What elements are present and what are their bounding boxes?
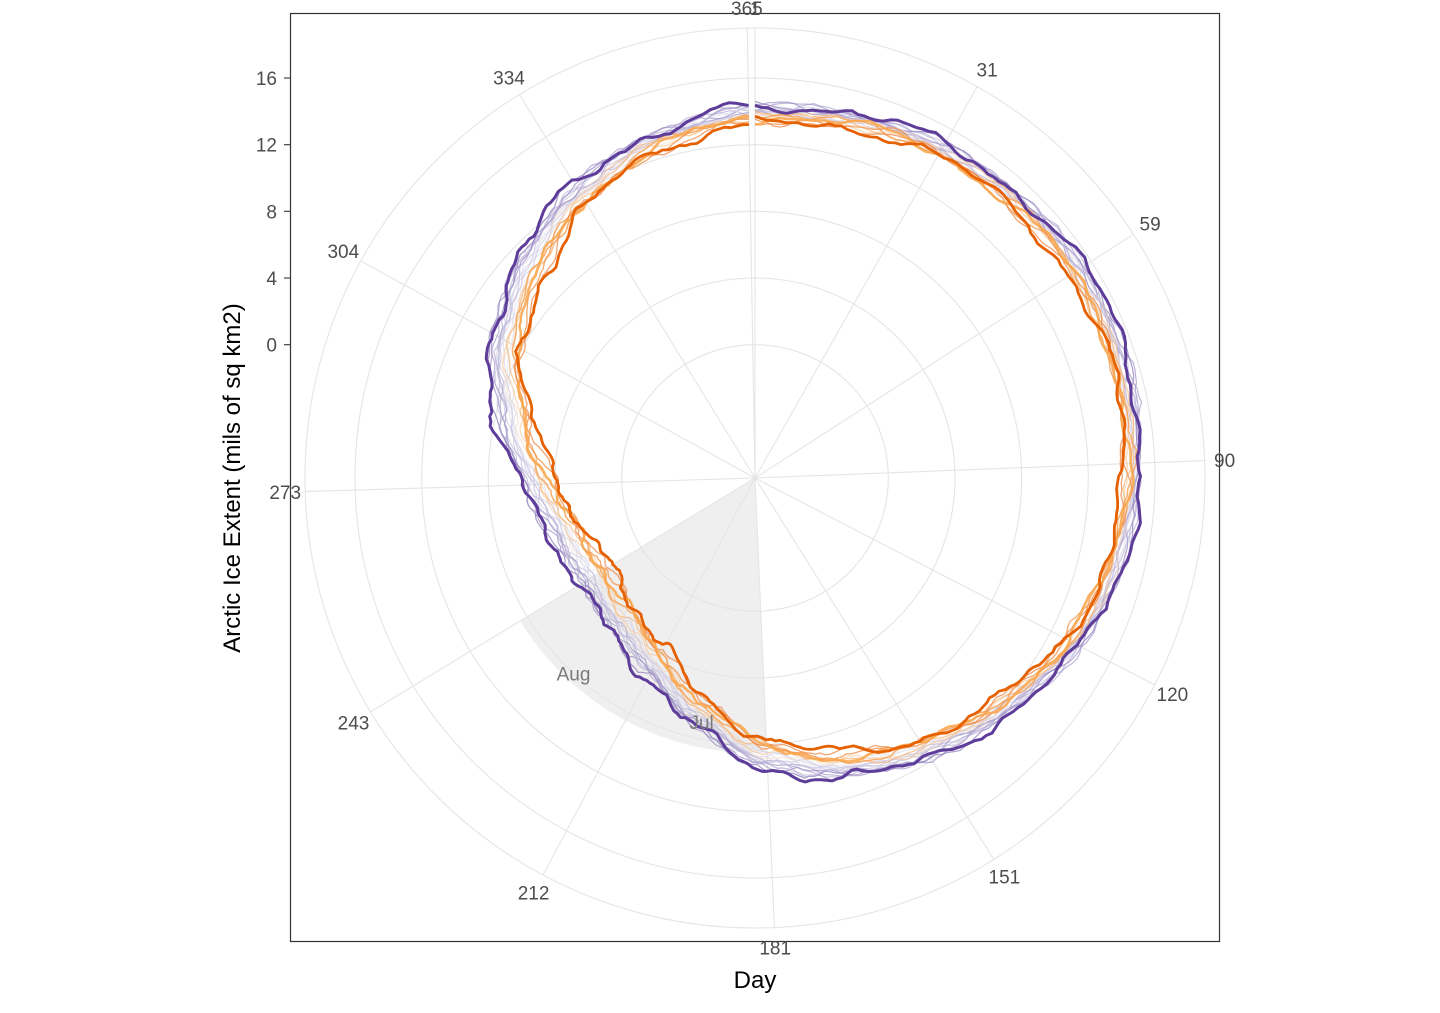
y-axis: 0 4 8 12 16 xyxy=(256,69,290,357)
angle-tick-label: 365 xyxy=(731,0,763,20)
label-layer: 1 31 59 90 120 151 181 212 243 273 304 334 365 Jul Aug xyxy=(269,0,1235,960)
series-line-1 xyxy=(484,101,1142,784)
month-label: Aug xyxy=(557,664,591,685)
highlight-layer xyxy=(520,478,767,753)
angle-tick-label: 31 xyxy=(977,60,998,81)
angle-tick-label: 304 xyxy=(327,242,359,263)
angle-tick-label: 1 xyxy=(750,0,761,20)
y-tick-label: 8 xyxy=(266,202,277,223)
season-highlight xyxy=(520,478,767,753)
y-tick-label: 0 xyxy=(266,336,277,357)
y-axis-title: Arctic Ice Extent (mils of sq km2) xyxy=(219,303,246,652)
grid-spoke-243 xyxy=(370,477,756,713)
series-layer xyxy=(484,100,1143,784)
grid-spoke-304 xyxy=(360,260,756,479)
angle-tick-label: 181 xyxy=(759,939,791,960)
angle-tick-label: 120 xyxy=(1157,685,1189,706)
angle-tick-label: 334 xyxy=(493,69,525,90)
angle-tick-label: 59 xyxy=(1140,214,1161,235)
grid-spoke-365 xyxy=(746,28,756,479)
series-line-19 xyxy=(514,118,1132,762)
x-axis-title: Day xyxy=(734,967,777,994)
grid-spoke-212 xyxy=(542,477,756,876)
grid-spoke-181 xyxy=(754,477,775,928)
angle-tick-label: 90 xyxy=(1214,451,1235,472)
grid-spoke-151 xyxy=(754,477,995,860)
angle-tick-label: 243 xyxy=(338,713,370,734)
series-line-21 xyxy=(514,114,1127,754)
series-line-8 xyxy=(494,106,1136,770)
grid-spoke-120 xyxy=(754,477,1155,686)
month-label: Jul xyxy=(689,713,713,734)
y-tick-label: 12 xyxy=(256,136,277,157)
y-tick-label: 16 xyxy=(256,69,277,90)
grid-spoke-334 xyxy=(519,94,756,479)
angle-tick-label: 212 xyxy=(518,884,550,905)
angle-tick-label: 151 xyxy=(989,867,1021,888)
y-tick-label: 4 xyxy=(266,269,277,290)
series-line-18 xyxy=(516,114,1135,763)
angle-tick-label: 273 xyxy=(269,483,301,504)
